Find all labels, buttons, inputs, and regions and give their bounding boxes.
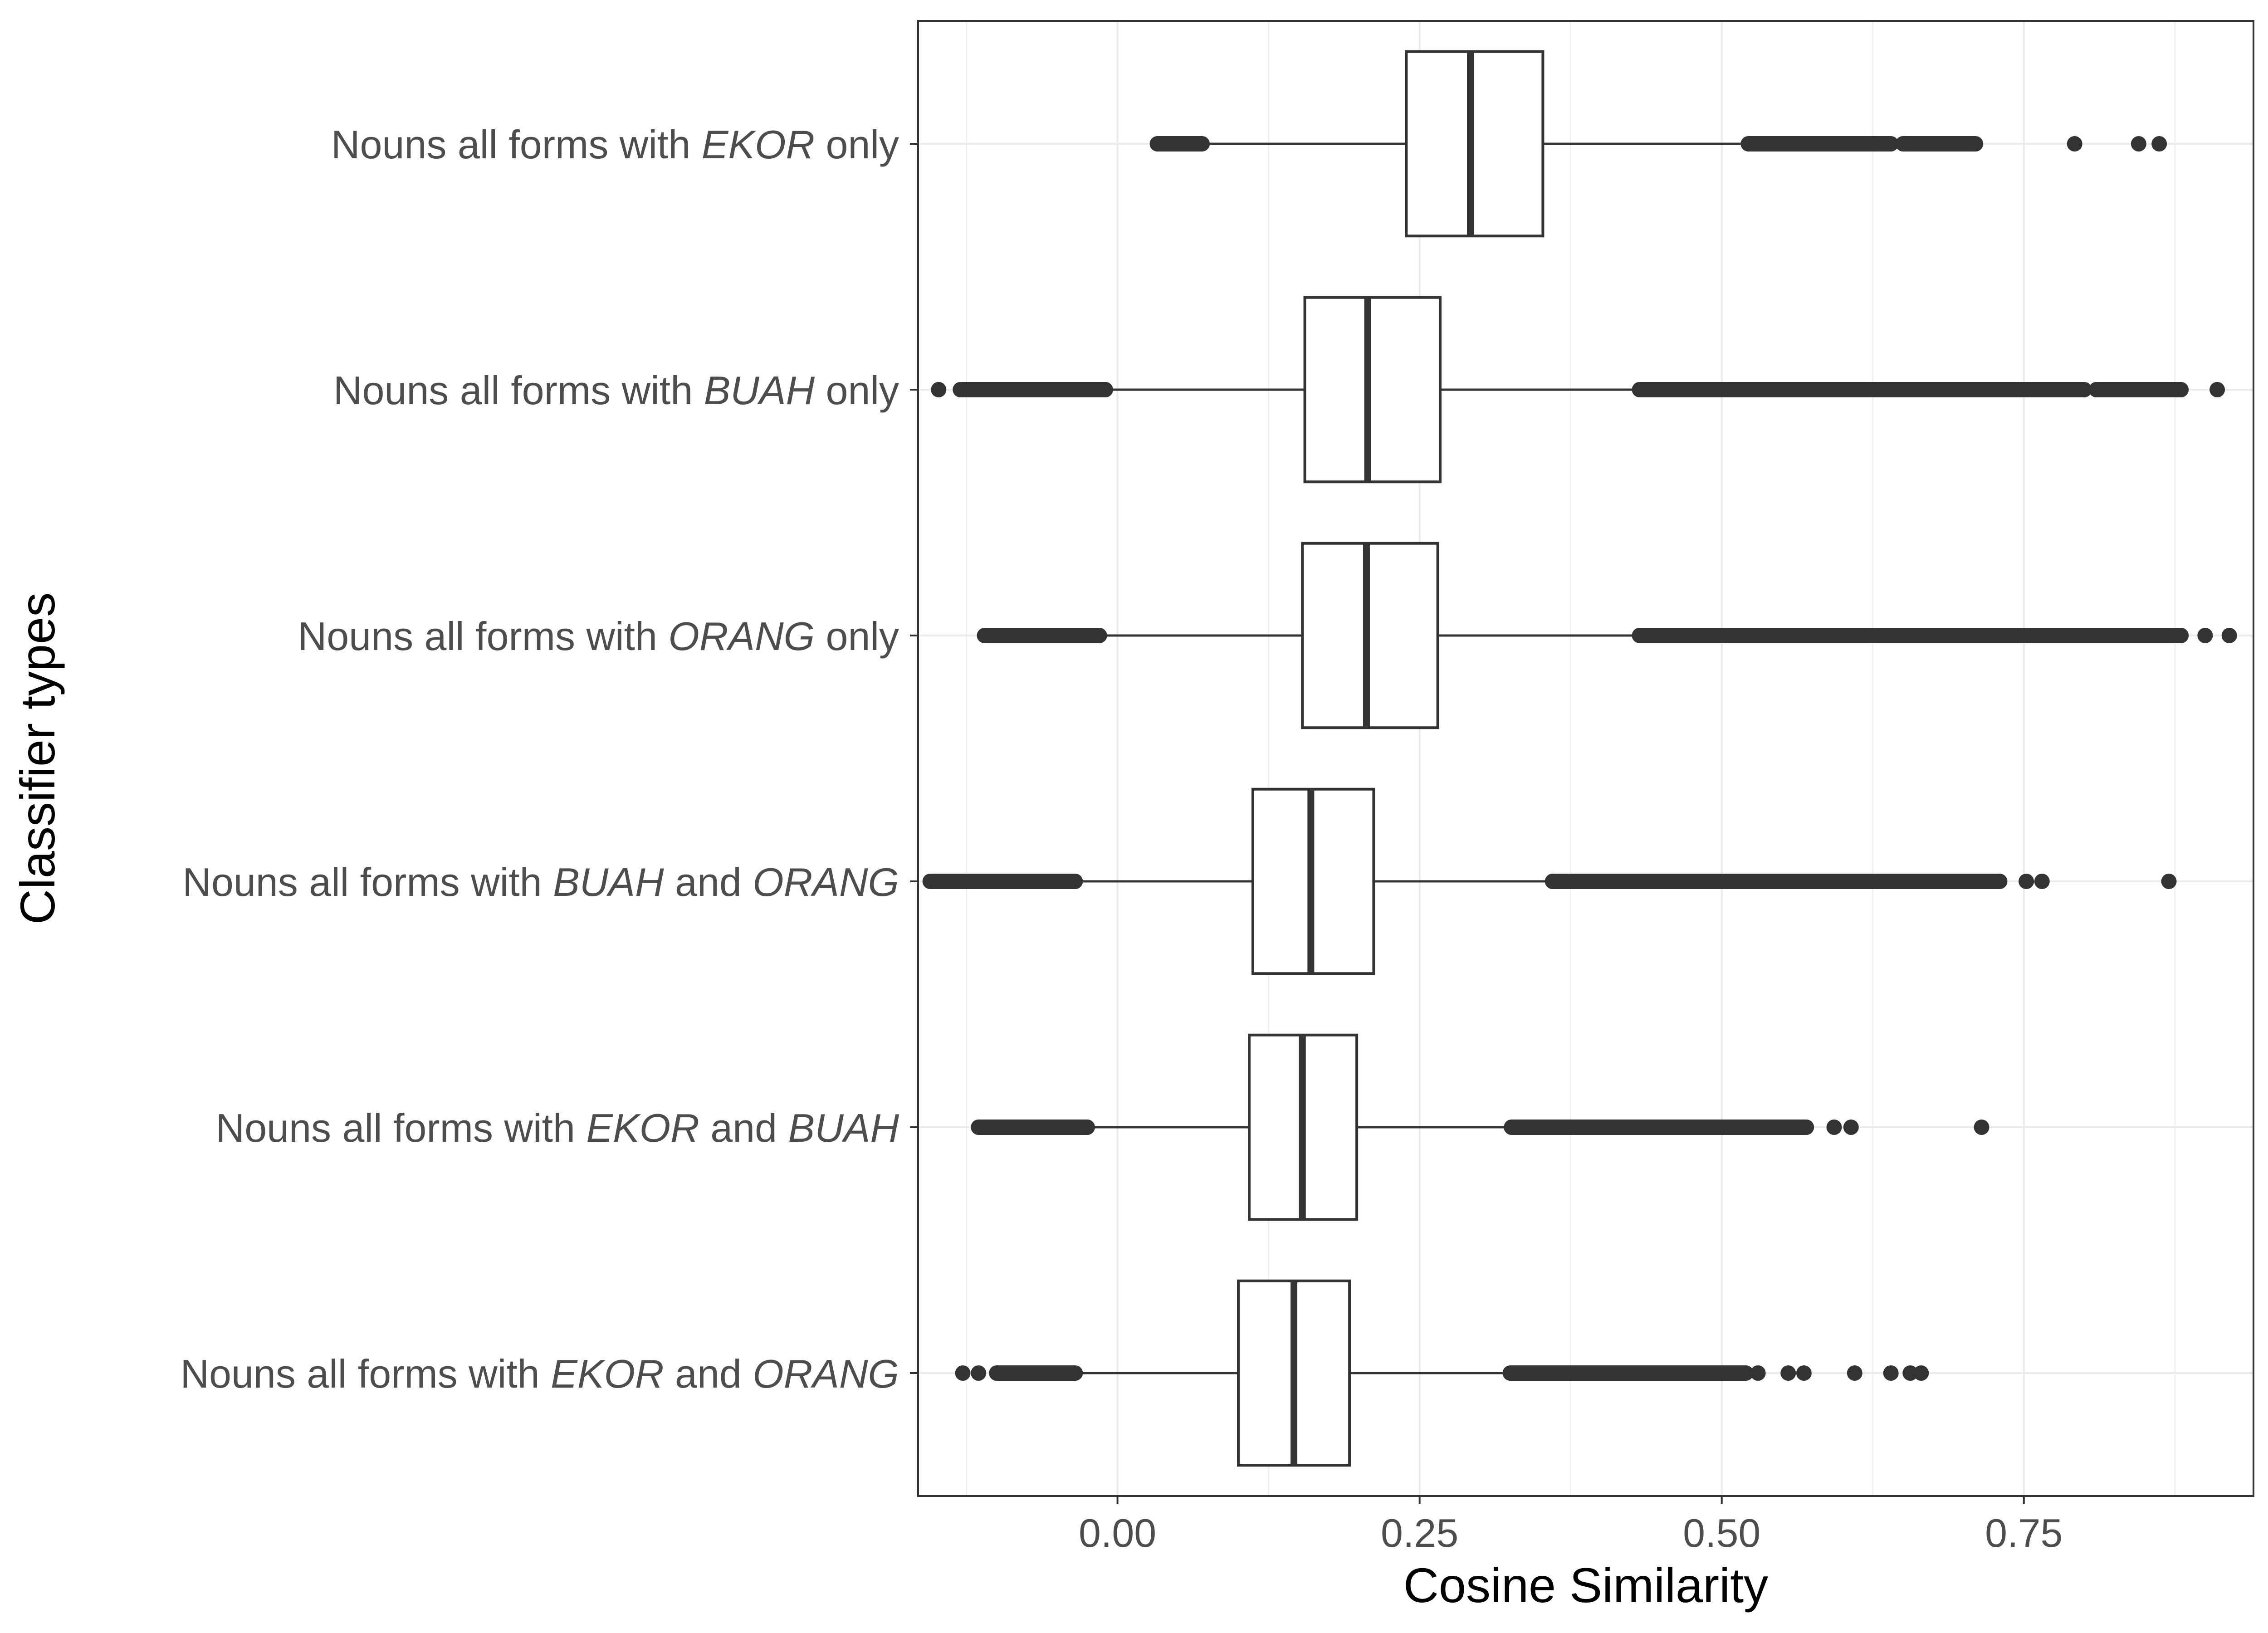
box <box>1303 296 1442 484</box>
x-tick-label: 0.25 <box>1381 1511 1458 1555</box>
outlier-point <box>2151 136 2167 152</box>
outlier-point <box>1780 1365 1796 1381</box>
y-tick-label: Nouns all forms with BUAH only <box>333 368 899 413</box>
outlier-point <box>1796 1365 1812 1381</box>
y-tick-label-part: EKOR <box>586 1105 699 1150</box>
y-tick-label: Nouns all forms with BUAH and ORANG <box>182 860 899 905</box>
outlier-point <box>2197 628 2213 643</box>
box-group <box>977 542 2237 729</box>
y-tick-label-part: ORANG <box>668 614 815 659</box>
outlier-point <box>1843 1120 1859 1135</box>
y-tick-label-part: Nouns all forms with <box>182 860 553 905</box>
box-group <box>971 1033 1989 1221</box>
box-group <box>931 296 2225 484</box>
y-tick-label-part: and <box>664 860 753 905</box>
y-tick-label-part: Nouns all forms with <box>216 1105 587 1150</box>
outlier-point <box>2161 874 2177 889</box>
x-tick-label: 0.50 <box>1683 1511 1760 1555</box>
y-axis-title: Classifier types <box>10 592 65 924</box>
y-tick-label-part: Nouns all forms with <box>298 614 669 659</box>
y-tick-label: Nouns all forms with EKOR and BUAH <box>216 1105 899 1150</box>
y-tick-label-part: only <box>815 368 899 413</box>
y-tick-label-part: ORANG <box>753 860 899 905</box>
y-tick-label-part: Nouns all forms with <box>333 368 704 413</box>
y-tick-label-part: EKOR <box>702 122 815 167</box>
y-tick-label-part: BUAH <box>704 368 815 413</box>
box-group <box>1149 50 2167 238</box>
outlier-point <box>1847 1365 1862 1381</box>
y-tick-label-part: BUAH <box>788 1105 899 1150</box>
outlier-point <box>1913 1365 1929 1381</box>
y-tick-label-part: Nouns all forms with <box>180 1351 551 1396</box>
outlier-point <box>2019 874 2034 889</box>
outlier-point <box>955 1365 971 1381</box>
box-group <box>922 787 2177 975</box>
outlier-point <box>2034 874 2050 889</box>
outlier-point <box>2209 382 2225 397</box>
outlier-point <box>971 1365 987 1381</box>
y-tick-label-part: Nouns all forms with <box>331 122 702 167</box>
y-tick-label-part: EKOR <box>551 1351 664 1396</box>
panel-border <box>917 20 2254 1497</box>
x-tick-label: 0.00 <box>1079 1511 1156 1555</box>
outlier-point <box>1974 1120 1989 1135</box>
y-tick-label-part: ORANG <box>753 1351 899 1396</box>
y-tick-label-part: BUAH <box>553 860 664 905</box>
box <box>1301 542 1439 729</box>
outlier-point <box>1826 1120 1842 1135</box>
y-tick-label-part: only <box>815 122 899 167</box>
outlier-point <box>1902 1365 1918 1381</box>
outlier-point <box>2221 628 2237 643</box>
x-tick-label: 0.75 <box>1985 1511 2063 1555</box>
x-axis-title: Cosine Similarity <box>1403 1558 1768 1613</box>
y-tick-label: Nouns all forms with ORANG only <box>298 614 899 659</box>
outlier-point <box>2131 136 2146 152</box>
outlier-point <box>1883 1365 1899 1381</box>
y-tick-label-part: and <box>699 1105 788 1150</box>
boxes <box>922 50 2237 1467</box>
y-tick-label-part: and <box>664 1351 753 1396</box>
y-tick-label: Nouns all forms with EKOR and ORANG <box>180 1351 899 1396</box>
outlier-point <box>2067 136 2082 152</box>
outlier-point <box>1750 1365 1766 1381</box>
box-group <box>955 1279 1929 1467</box>
outlier-point <box>931 382 947 397</box>
box <box>1405 50 1545 238</box>
y-tick-label: Nouns all forms with EKOR only <box>331 122 899 167</box>
y-tick-label-part: only <box>815 614 899 659</box>
